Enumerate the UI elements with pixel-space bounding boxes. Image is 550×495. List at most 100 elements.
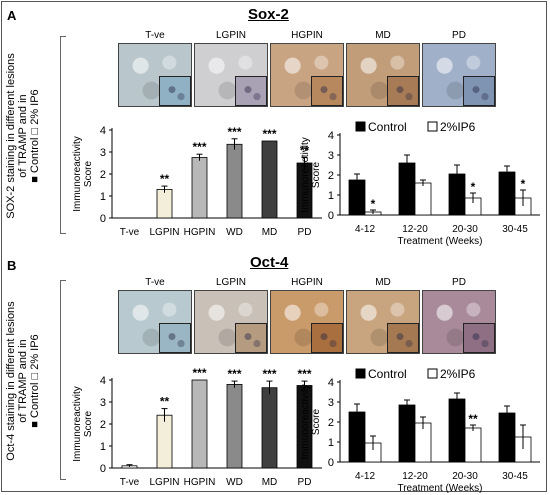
y-tick-label: 2 <box>328 170 334 182</box>
bar-ip6 <box>414 182 432 216</box>
magnified-inset <box>234 323 267 353</box>
y-tick-label: 4 <box>100 375 106 387</box>
legend-label-control: Control <box>368 120 407 134</box>
panel-b-side-label: Oct-4 staining in different lesions of T… <box>5 281 41 481</box>
tissue-tve-icon <box>118 43 192 107</box>
x-tick-label: T-ve <box>120 477 140 488</box>
bar <box>191 379 208 469</box>
x-axis-label: Treatment (Weeks) <box>397 483 482 494</box>
side-label-line: ■ Control □ 2% IP6 <box>29 334 41 428</box>
tissue-lgpin-icon <box>194 43 268 107</box>
y-tick-label: 3 <box>100 397 106 409</box>
legend-swatch-control <box>355 368 366 379</box>
y-tick-label: 1 <box>100 441 106 453</box>
panel-a-title: Sox-2 <box>248 6 289 23</box>
x-tick-label: HGPIN <box>184 477 216 488</box>
significance-label: *** <box>227 125 241 139</box>
image-label: T-ve <box>145 30 165 41</box>
y-tick-label: 0 <box>328 210 334 222</box>
significance-label: ** <box>300 144 310 158</box>
bar <box>261 387 278 469</box>
y-axis-label: Score <box>83 161 94 188</box>
image-label: HGPIN <box>291 30 323 41</box>
chart-a-treatment: 0 1 2 3 4 Immunoreactivity Score Control 2%IP6 * 4… <box>300 120 540 247</box>
x-tick-label: 30-45 <box>502 471 528 482</box>
legend-swatch-control <box>355 121 366 132</box>
y-tick-label: 1 <box>328 190 334 202</box>
significance-label: * <box>521 177 526 191</box>
bar <box>156 414 173 469</box>
x-tick-label: 12-20 <box>402 224 428 235</box>
significance-label: *** <box>297 368 311 381</box>
legend-label-ip6: 2%IP6 <box>440 120 476 134</box>
x-tick-label: WD <box>226 227 243 238</box>
image-label: PD <box>452 30 466 41</box>
panel-a-bracket <box>60 36 66 234</box>
tissue-hgpin-icon <box>270 43 344 107</box>
legend-swatch-ip6 <box>427 368 438 379</box>
bar-control <box>448 398 466 463</box>
significance-label: ** <box>468 412 478 426</box>
side-label-line: ■ Control □ 2% IP6 <box>29 89 41 183</box>
x-tick-label: 4-12 <box>355 471 375 482</box>
x-tick-label: 4-12 <box>355 224 375 235</box>
tissue-pd-icon <box>422 290 496 354</box>
x-tick-label: LGPIN <box>149 477 179 488</box>
x-tick-label: LGPIN <box>149 227 179 238</box>
magnified-inset <box>158 323 191 353</box>
bar <box>191 157 208 219</box>
image-label: LGPIN <box>215 30 246 41</box>
y-axis-label: Immunoreactivity <box>72 386 83 462</box>
tissue-lgpin-icon <box>194 290 268 354</box>
magnified-inset <box>386 323 419 353</box>
tissue-md-icon <box>346 43 420 107</box>
bar-ip6 <box>464 427 482 463</box>
y-tick-label: 3 <box>100 147 106 159</box>
magnified-inset <box>158 76 191 106</box>
y-tick-label: 2 <box>100 419 106 431</box>
side-label-line: of TRAMP and in <box>17 339 29 423</box>
panel-b-title: Oct-4 <box>250 254 289 271</box>
x-tick-label: 12-20 <box>402 471 428 482</box>
y-tick-label: 2 <box>100 169 106 181</box>
y-tick-label: 3 <box>328 150 334 162</box>
significance-label: * <box>371 197 376 211</box>
significance-label: *** <box>262 368 276 381</box>
x-tick-label: 30-45 <box>502 224 528 235</box>
significance-label: *** <box>192 368 206 380</box>
y-tick-label: 1 <box>328 437 334 449</box>
x-tick-label: PD <box>298 227 312 238</box>
y-tick-label: 3 <box>328 397 334 409</box>
x-tick-label: HGPIN <box>184 227 216 238</box>
y-tick-label: 2 <box>328 417 334 429</box>
significance-label: * <box>471 180 476 194</box>
y-tick-label: 0 <box>100 213 106 225</box>
x-axis-label: Treatment (Weeks) <box>397 236 482 247</box>
y-tick-label: 0 <box>328 457 334 469</box>
tissue-hgpin-icon <box>270 290 344 354</box>
x-tick-label: WD <box>226 477 243 488</box>
panel-letter-b: B <box>7 258 17 273</box>
bar-control <box>398 404 416 463</box>
significance-label: *** <box>227 368 241 381</box>
image-label: MD <box>375 30 391 41</box>
magnified-inset <box>462 76 495 106</box>
bar-control <box>498 171 516 216</box>
y-tick-label: 0 <box>100 463 106 475</box>
x-tick-label: 20-30 <box>452 224 478 235</box>
side-label-line: Oct-4 staining in different lesions <box>5 301 17 461</box>
panel-b-bracket <box>60 280 66 480</box>
image-label: MD <box>375 277 391 288</box>
y-tick-label: 4 <box>100 125 106 137</box>
y-tick-label: 4 <box>328 130 334 142</box>
image-label: T-ve <box>145 277 165 288</box>
x-tick-label: T-ve <box>120 227 140 238</box>
legend-label-control: Control <box>368 367 407 381</box>
panel-letter-a: A <box>7 8 17 23</box>
magnified-inset <box>234 76 267 106</box>
bar-control <box>498 412 516 463</box>
tissue-pd-icon <box>422 43 496 107</box>
